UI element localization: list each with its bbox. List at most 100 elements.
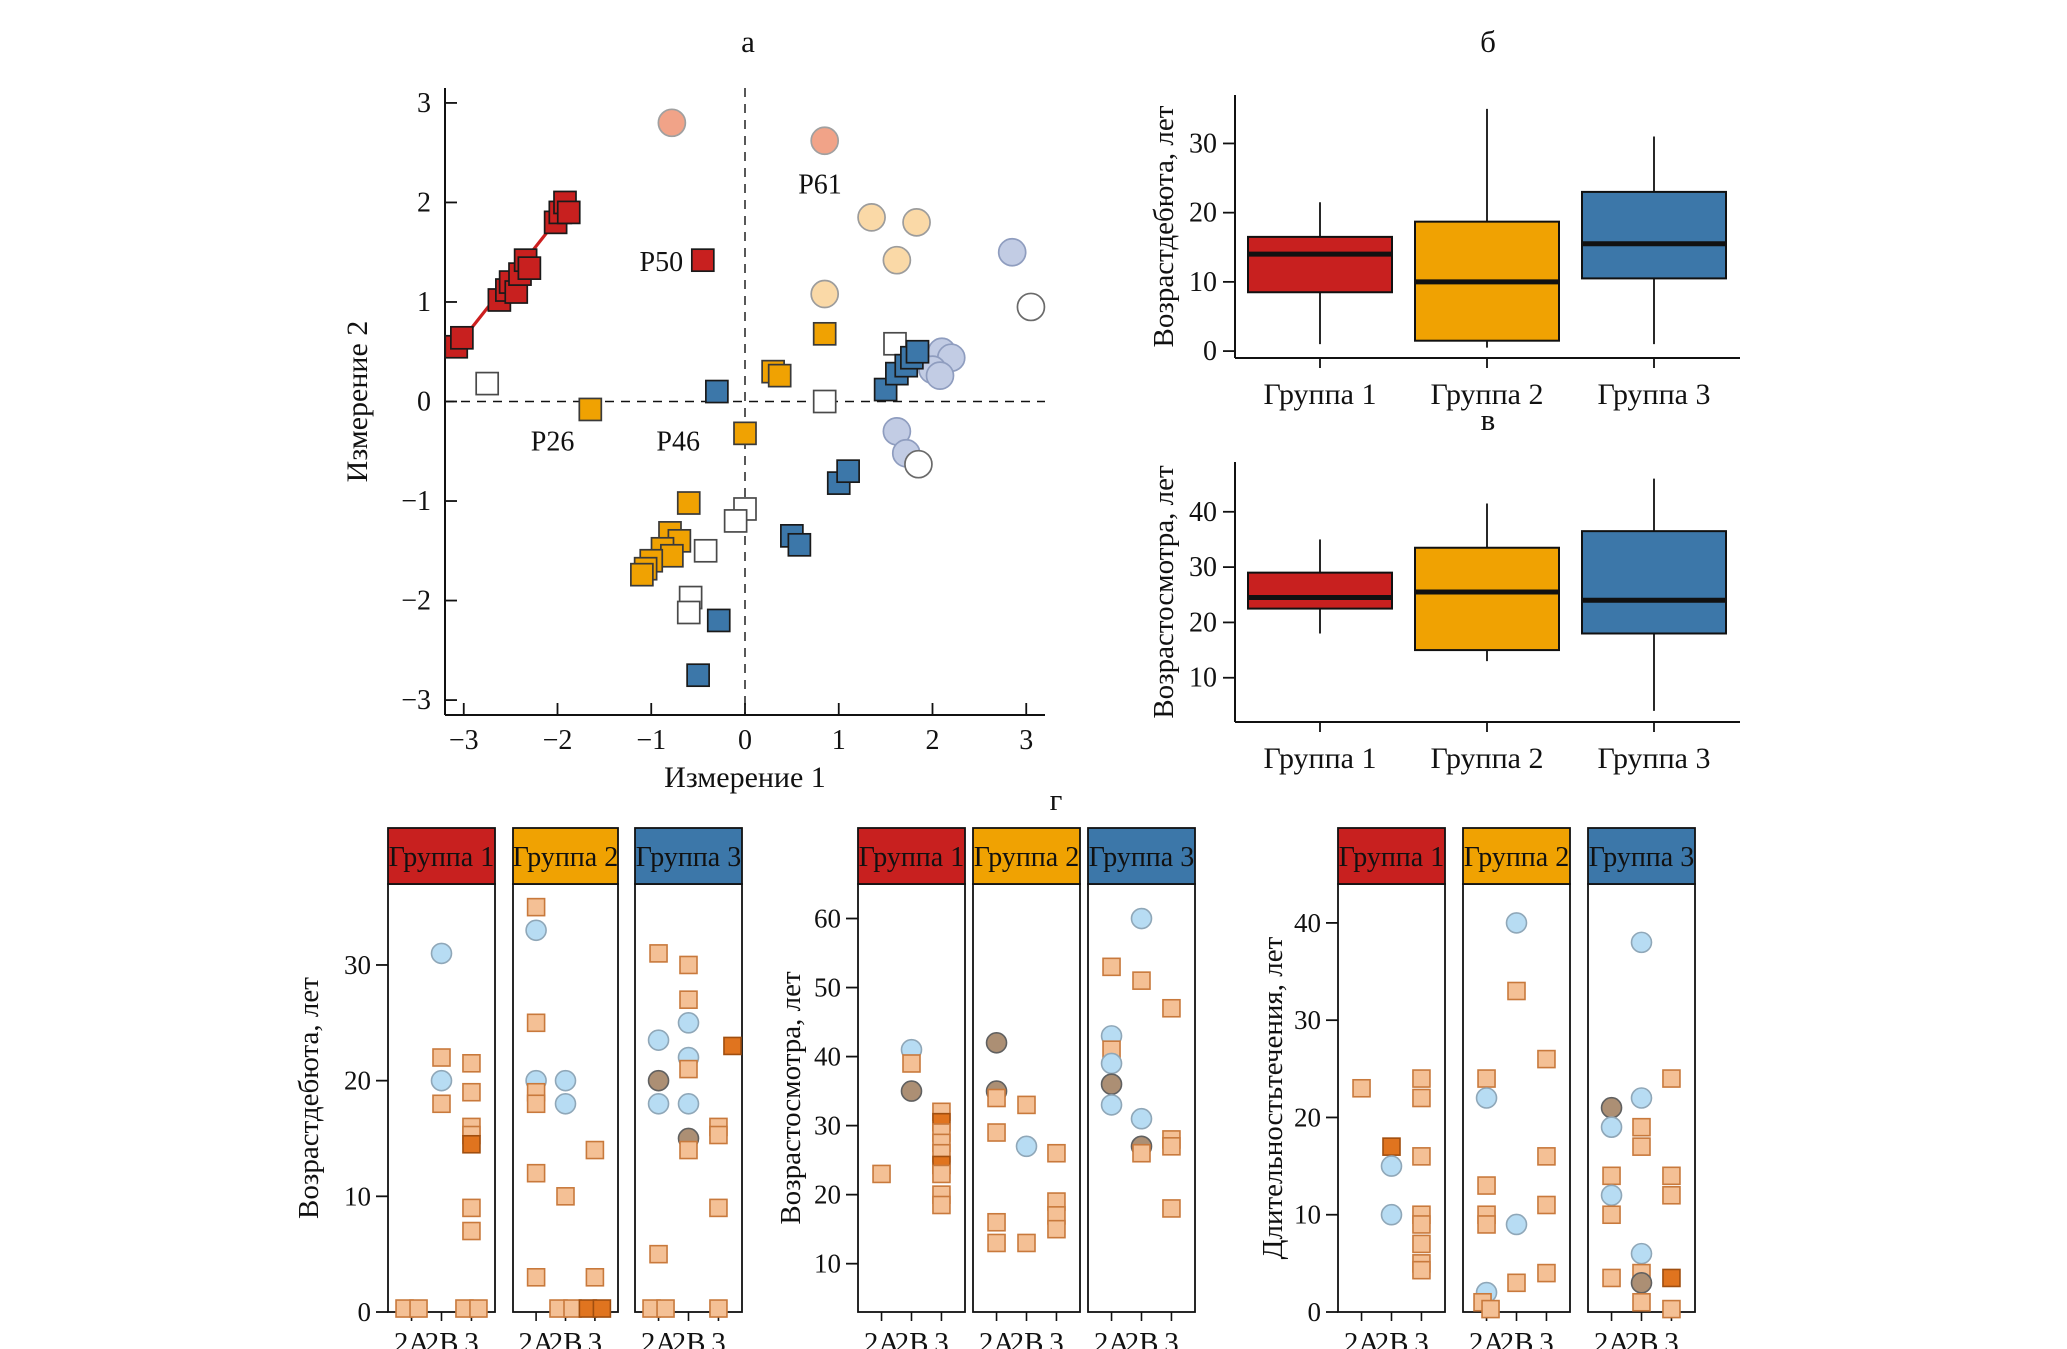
peach-square-marker: [585, 1140, 605, 1160]
strip-subplot-1: 10 20 30 40 50 60 Возрастосмотра, лет Группа 1 2…: [775, 827, 1196, 1349]
panel-header: [857, 827, 966, 885]
y-tick-label: 10: [1189, 663, 1217, 694]
y-tick-label: 40: [1189, 497, 1217, 528]
y-tick-label: 0: [1203, 336, 1217, 367]
light-blue-circle-marker: [1100, 1052, 1123, 1075]
scatter-point-white_sq: [812, 389, 837, 414]
category-label: 2A: [518, 1327, 554, 1349]
y-tick-label: 40: [814, 1042, 841, 1072]
strip-points: [872, 1038, 951, 1215]
panel-header: [1337, 827, 1446, 885]
strip-panel-Группа 3: Группа 3 2A2B 3: [1587, 827, 1696, 1349]
y-axis-title: Возрастосмотра, лет: [775, 971, 807, 1225]
peach-square-marker: [987, 1088, 1006, 1108]
strip-panel-Группа 1: Группа 1 2A2B 3: [1337, 827, 1446, 1349]
series-group2-orange-squares: [578, 321, 837, 587]
strip-panel-Группа 2: Группа 2 2A2B 3: [972, 827, 1081, 1349]
panel-a-label: а: [741, 24, 755, 59]
peach-square-marker: [679, 990, 698, 1009]
category-label: 3: [711, 1327, 726, 1349]
scatter-point-white_c: [904, 449, 933, 479]
peach-square-marker: [932, 1195, 951, 1215]
panel-b-label: б: [1480, 24, 1496, 59]
series-salmon-circles: [657, 108, 840, 156]
panel-header: [1587, 827, 1696, 885]
strip-panel-Группа 1: Группа 1 2A2B 3: [387, 827, 496, 1349]
y-tick-label: 0: [417, 387, 431, 418]
peach-square-marker: [526, 1094, 546, 1114]
strip-axes: 10 20 30 40 50 60 Возрастосмотра, лет: [775, 904, 858, 1279]
y-axis-title: Возрастдебюта, лет: [1148, 105, 1180, 347]
y-tick-label: 30: [1294, 1005, 1321, 1035]
peach-square-marker: [469, 1299, 488, 1318]
category-label: 2A: [1094, 1327, 1130, 1349]
category-label: 3: [1164, 1327, 1179, 1349]
y-tick-label: −2: [401, 586, 431, 617]
y-tick-label: 10: [814, 1249, 841, 1279]
peach-square-marker: [1662, 1166, 1681, 1186]
peach-square-marker: [1047, 1219, 1066, 1239]
category-label: 2B: [425, 1327, 459, 1349]
peach-square-marker: [526, 897, 546, 917]
strip-panel-Группа 2: Группа 2 2A2B 3: [1462, 827, 1571, 1349]
series-group3-blue-squares: [686, 339, 930, 688]
scatter-point-white_sq: [475, 371, 500, 396]
peach-square-marker: [1632, 1137, 1651, 1156]
peach-square-marker: [987, 1123, 1006, 1142]
series-white-squares: [475, 331, 907, 625]
scatter-point-red_sq: [556, 200, 581, 225]
annotation-P46: P46: [656, 426, 700, 457]
peach-square-marker: [1507, 981, 1526, 1001]
panel-header: [634, 827, 743, 885]
panel-g-label: г: [1049, 782, 1063, 817]
y-axis-title: Возрастосмотра, лет: [1148, 465, 1180, 719]
category-label: 3: [1539, 1327, 1554, 1349]
scatter-point-orange_sq: [676, 491, 701, 515]
category-label: 2A: [979, 1327, 1015, 1349]
boxplot-Группа 2: [1414, 108, 1560, 348]
peach-square-marker: [1477, 1176, 1496, 1195]
light-blue-circle-marker: [1130, 1107, 1153, 1130]
dark-orange-square-marker: [723, 1036, 742, 1056]
scatter-point-white_c: [1016, 292, 1046, 322]
peach-square-marker: [1477, 1215, 1496, 1234]
dark-orange-square-marker: [592, 1299, 612, 1318]
category-label: 2A: [394, 1327, 430, 1349]
category-label: 3: [1664, 1327, 1679, 1349]
panel-header: [512, 827, 619, 885]
scatter-point-red_sq: [690, 248, 715, 273]
peach-square-marker: [1132, 971, 1151, 990]
peach-square-marker: [432, 1094, 451, 1114]
category-label: 3: [464, 1327, 479, 1349]
dark-orange-square-marker: [1662, 1268, 1681, 1288]
peach-square-marker: [1602, 1268, 1621, 1288]
panel-v-label: в: [1480, 402, 1496, 437]
panel-a-scatter: −3 −2 −1 0 1 2 3 −3 −2 −1 0 1 2 3 Измерение 1 Измерение…: [341, 88, 1046, 794]
y-tick-label: −3: [401, 685, 431, 716]
panel-a-annotations: P50 P26 P46 P61: [531, 170, 842, 458]
peach-square-marker: [462, 1053, 481, 1073]
annotation-P61: P61: [798, 170, 842, 201]
scatter-point-blue_sq: [836, 459, 860, 484]
series-group1-red-squares: [444, 190, 715, 359]
peach-square-marker: [902, 1054, 921, 1073]
panel-header-label: Группа 2: [513, 842, 618, 873]
peach-square-marker: [1662, 1069, 1681, 1088]
light-blue-circle-marker: [430, 1069, 453, 1092]
light-blue-circle-marker: [554, 1092, 577, 1115]
category-label: 2A: [864, 1327, 900, 1349]
scatter-point-orange_sq: [660, 543, 684, 568]
y-tick-label: 20: [1294, 1102, 1321, 1132]
category-label: 2B: [1010, 1327, 1044, 1349]
x-tick-label: 3: [1019, 725, 1033, 756]
category-label: 2B: [1625, 1327, 1659, 1349]
scatter-point-blue_sq: [905, 339, 930, 364]
brown-circle-marker: [1630, 1272, 1653, 1294]
scatter-point-orange_sq: [767, 363, 792, 388]
scatter-point-white_sq: [723, 509, 748, 533]
box-iqr: [1414, 546, 1560, 652]
peach-square-marker: [526, 1267, 546, 1287]
y-tick-label: 30: [1189, 128, 1217, 159]
peach-square-marker: [1602, 1166, 1621, 1186]
